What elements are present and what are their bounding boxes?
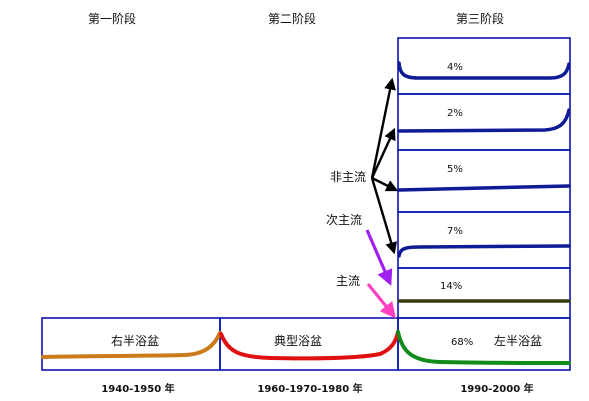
- stage-title-1: 第一阶段: [88, 11, 136, 26]
- stage3-curve-7pct: [397, 244, 571, 258]
- percent-label-7: 7%: [447, 226, 463, 237]
- main-arrow: [366, 282, 397, 319]
- percent-label-2: 2%: [447, 108, 463, 119]
- percent-label-4: 4%: [447, 62, 463, 73]
- sub-main-stream-label: 次主流: [326, 213, 362, 227]
- stage3-box-5pct: [397, 149, 571, 213]
- stage3-box-4pct: [397, 37, 571, 95]
- right-half-bathtub-label: 右半浴盆: [111, 333, 159, 348]
- stage3-curve-2pct: [397, 108, 571, 133]
- non-main-stream-label: 非主流: [330, 170, 366, 184]
- percent-label-5: 5%: [447, 164, 463, 175]
- left-half-bathtub-label: 左半浴盆: [494, 333, 542, 348]
- stage3-curve-5pct: [397, 184, 571, 192]
- non-main-arrow-to-4pct: [370, 77, 396, 179]
- year-label-stage3: 1990-2000 年: [460, 382, 533, 395]
- non-main-arrow-to-5pct: [371, 176, 399, 192]
- stage3-box-7pct: [397, 211, 571, 269]
- year-label-stage1: 1940-1950 年: [101, 382, 174, 395]
- stage3-curve-4pct: [397, 61, 571, 80]
- typical-bathtub-curve: [219, 330, 400, 361]
- year-label-stage2: 1960-1970-1980 年: [257, 382, 362, 395]
- stage3-box-2pct: [397, 93, 571, 151]
- stage-title-2: 第二阶段: [268, 11, 316, 26]
- stage3-box-14pct: [397, 267, 571, 319]
- sub-main-arrow: [365, 229, 393, 286]
- percent-label-14: 14%: [440, 281, 462, 292]
- percent-label-68: 68%: [451, 337, 473, 348]
- non-main-arrow-to-2pct: [370, 127, 396, 179]
- typical-bathtub-label: 典型浴盆: [274, 334, 322, 348]
- stage-title-3: 第三阶段: [456, 11, 504, 26]
- left-half-bathtub-curve: [396, 330, 571, 365]
- main-stream-label: 主流: [336, 274, 360, 288]
- right-half-bathtub-curve: [41, 331, 222, 359]
- non-main-arrow-to-7pct: [370, 177, 398, 255]
